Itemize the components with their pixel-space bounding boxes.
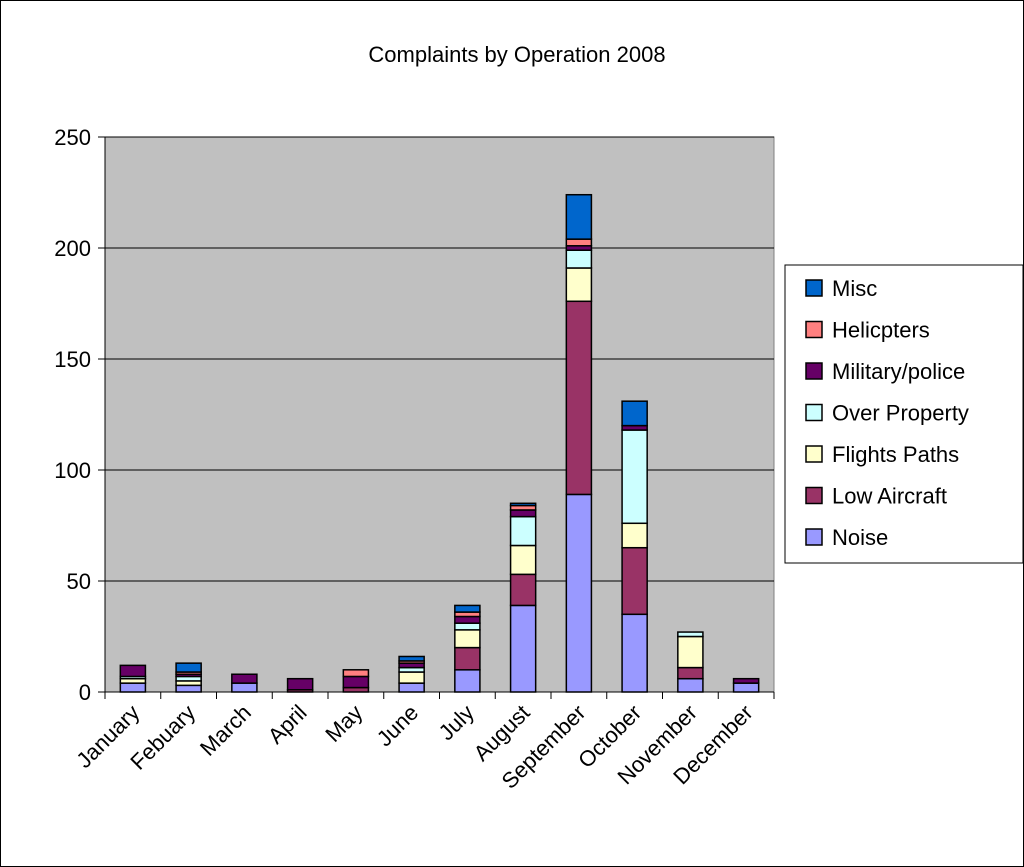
bar-segment: [454, 622, 481, 631]
y-tick-label: 0: [79, 680, 91, 705]
plot-area: [104, 136, 775, 693]
bar-segment: [565, 300, 593, 496]
bar-segment: [454, 629, 481, 649]
bar-segment: [175, 662, 202, 673]
bar-segment: [621, 400, 648, 427]
bar-segment: [231, 673, 258, 684]
y-tick-label: 100: [54, 458, 91, 483]
legend-item-label: Over Property: [832, 401, 969, 426]
bar-segment: [509, 604, 537, 693]
bar-segment: [509, 509, 537, 518]
bar-segment: [732, 677, 760, 684]
bar-segment: [565, 193, 593, 240]
bar-segment: [231, 682, 258, 693]
bar-segment: [621, 613, 648, 693]
bar-segment: [509, 573, 537, 607]
bar-segment: [509, 502, 537, 507]
legend-item-label: Noise: [832, 525, 888, 550]
y-tick-label: 200: [54, 236, 91, 261]
legend-item-label: Flights Paths: [832, 442, 959, 467]
y-tick-label: 150: [54, 347, 91, 372]
legend: Misc Helicpters Military/police Over Proper…: [784, 264, 1024, 564]
bar-segment: [286, 677, 314, 691]
bar-segment: [677, 631, 704, 638]
bar-segment: [565, 267, 593, 303]
y-tick-label: 50: [67, 569, 91, 594]
bar-segment: [677, 677, 704, 693]
bar-segment: [454, 646, 481, 671]
bar-segment: [565, 249, 593, 269]
bar-segment: [565, 493, 593, 693]
bar-segment: [342, 669, 370, 678]
bar-segment: [398, 682, 425, 693]
bar-segment: [621, 429, 648, 525]
legend-swatch: [805, 279, 823, 297]
bar-segment: [509, 544, 537, 576]
chart-title: Complaints by Operation 2008: [368, 42, 665, 67]
bar-segment: [454, 615, 481, 624]
y-tick-label: 250: [54, 125, 91, 150]
legend-item-label: Misc: [832, 276, 877, 301]
legend-box: [784, 264, 1024, 564]
bar-segment: [454, 604, 481, 613]
bar-segment: [621, 522, 648, 549]
legend-swatch: [805, 320, 823, 339]
bars: [119, 193, 760, 693]
bar-segment: [398, 671, 425, 684]
bar-segment: [621, 546, 648, 616]
legend-swatch: [805, 362, 823, 380]
legend-item-label: Helicpters: [832, 318, 930, 343]
bar-segment: [342, 675, 370, 689]
bar-segment: [454, 669, 481, 693]
legend-swatch: [805, 486, 823, 505]
legend-swatch: [805, 403, 823, 422]
legend-item-label: Low Aircraft: [832, 484, 947, 509]
y-axis: 0 50 100 150 200 250: [54, 125, 106, 705]
gridlines: [105, 136, 774, 582]
bar-segment: [732, 682, 760, 693]
legend-item-label: Military/police: [832, 359, 965, 384]
bar-segment: [398, 655, 425, 662]
bar-segment: [677, 666, 704, 680]
legend-swatch: [805, 445, 823, 463]
bar-segment: [677, 635, 704, 669]
bar-segment: [175, 684, 202, 693]
bar-segment: [119, 664, 147, 678]
bar-segment: [509, 515, 537, 547]
bar-segment: [565, 238, 593, 247]
legend-swatch: [805, 528, 823, 546]
bar-segment: [119, 682, 147, 693]
